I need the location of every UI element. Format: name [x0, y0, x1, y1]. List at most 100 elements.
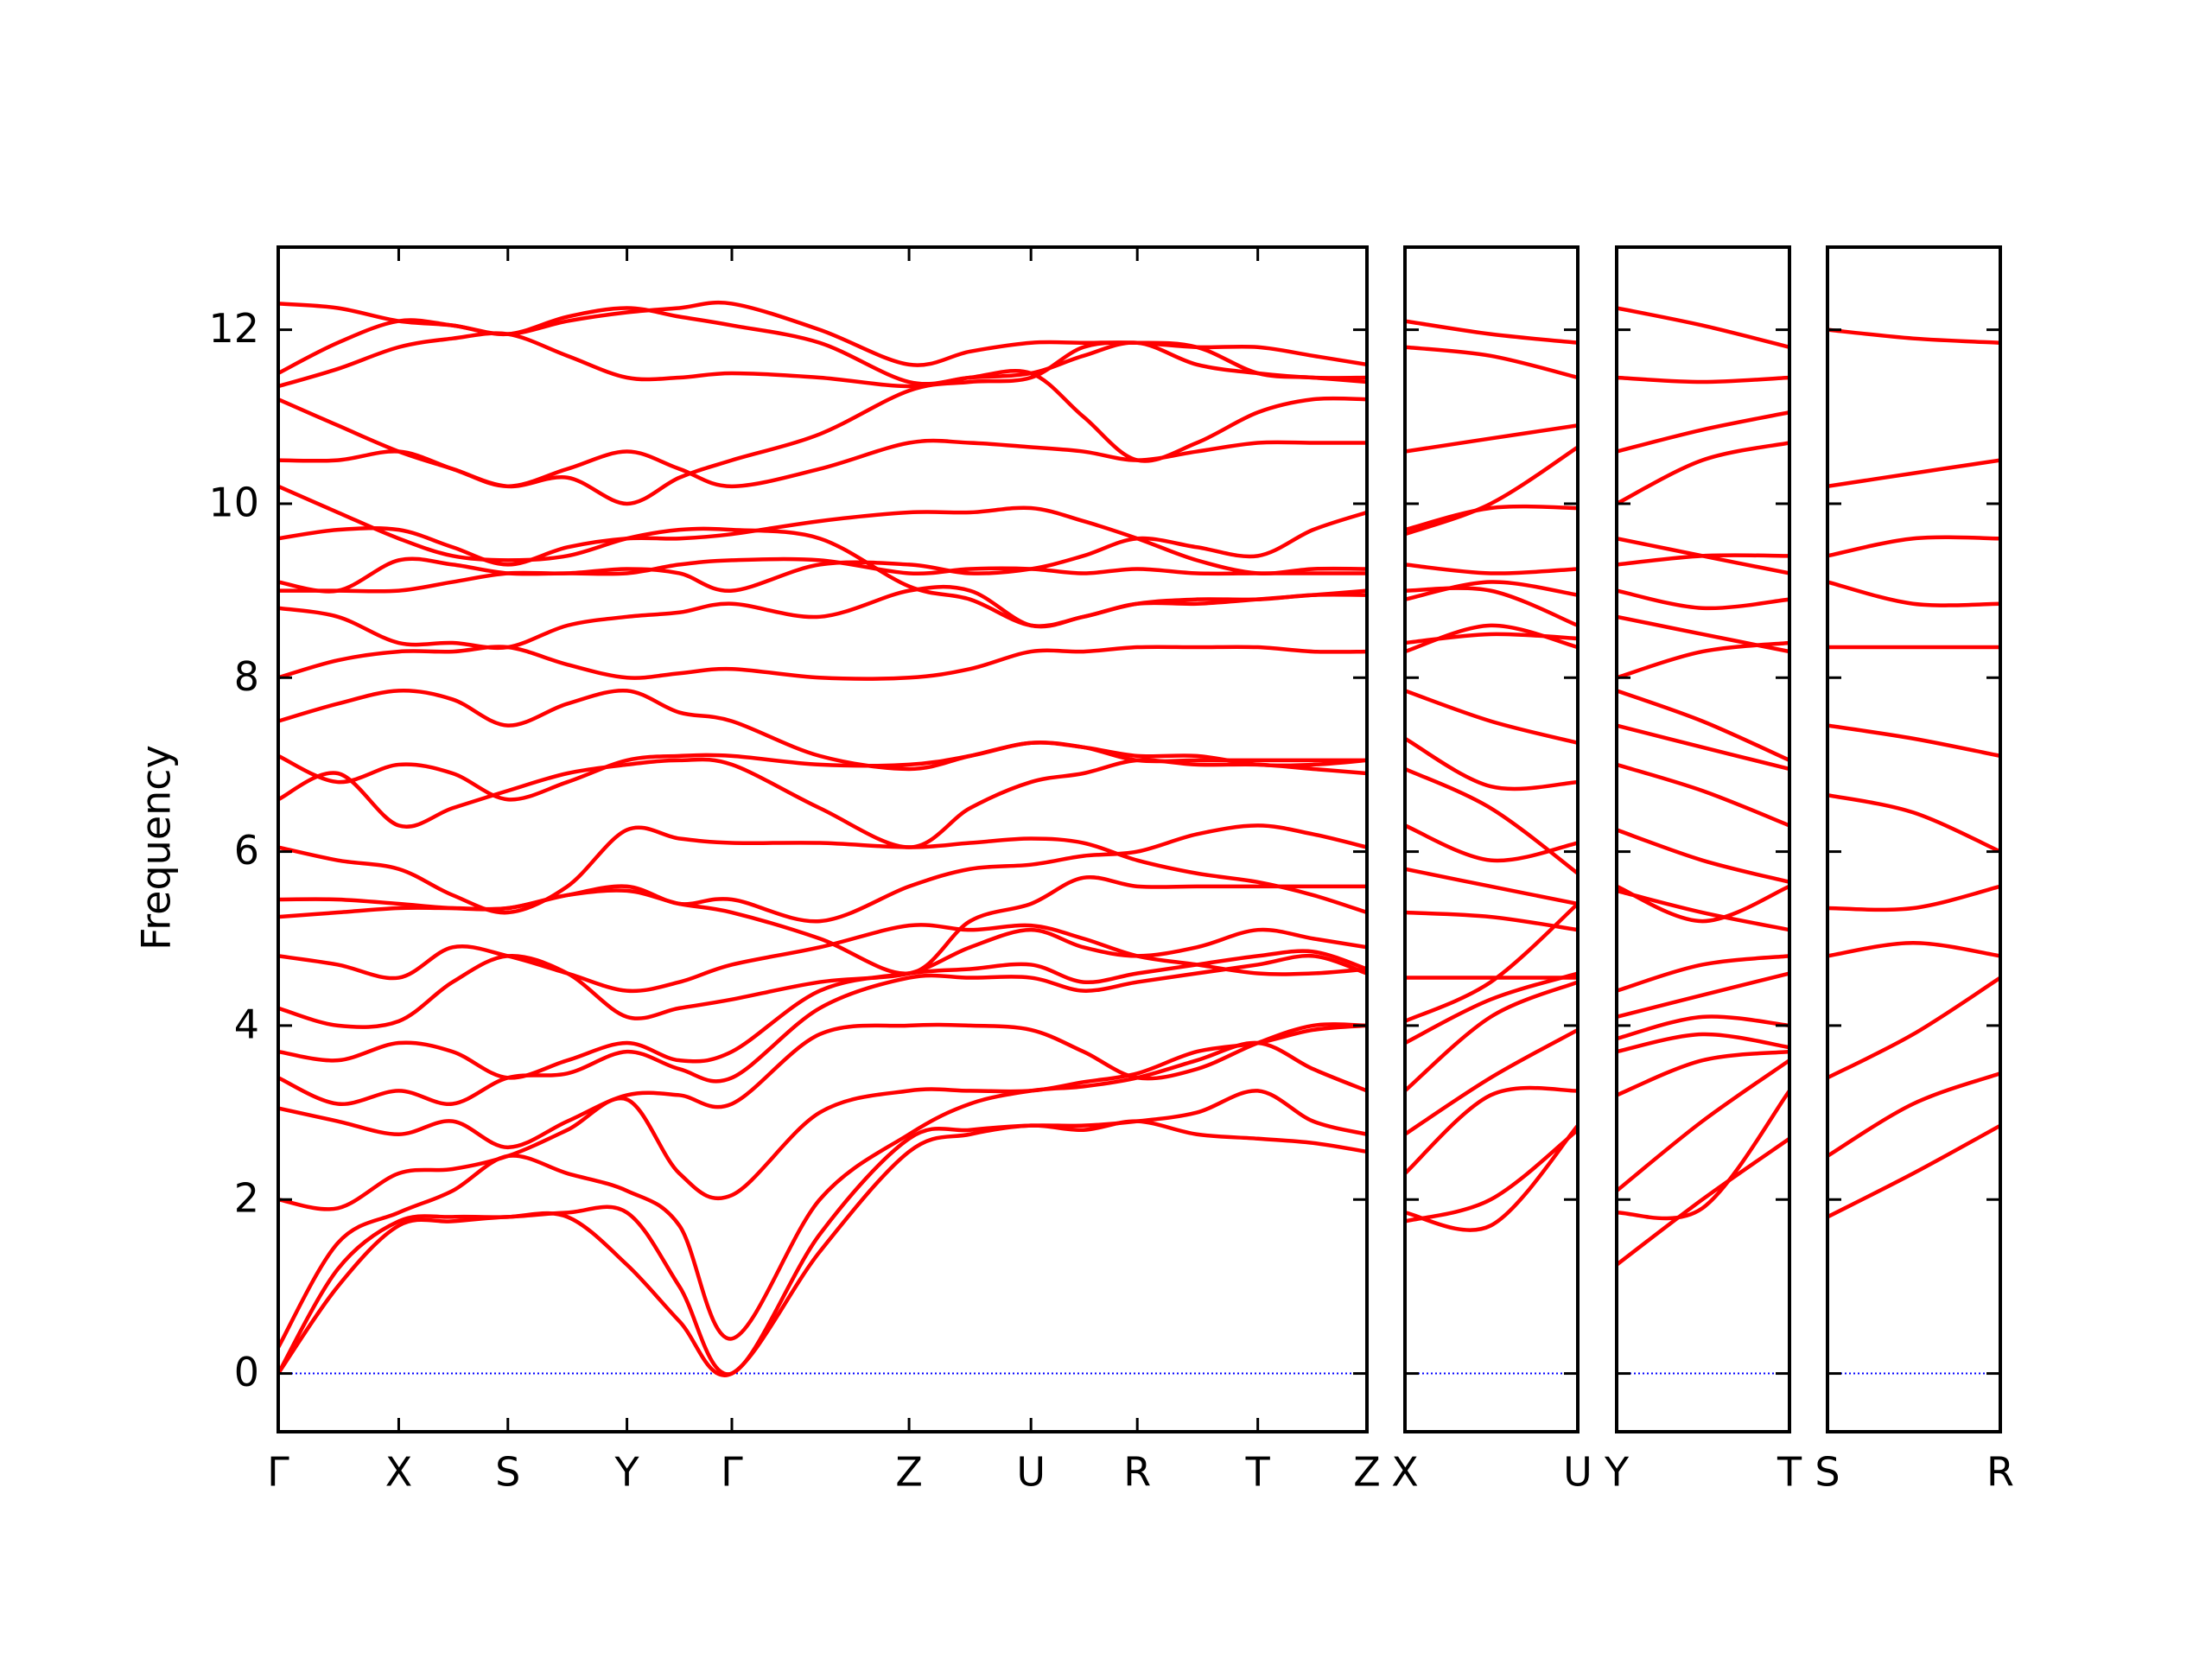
band-line	[1405, 345, 1578, 380]
band-line	[278, 1040, 1367, 1349]
band-line	[1617, 588, 1789, 611]
band-line	[1405, 736, 1578, 791]
band-line	[1617, 1136, 1789, 1267]
band-line	[278, 397, 1367, 489]
band-line	[1617, 1049, 1789, 1097]
band-line	[1617, 614, 1789, 654]
x-tick-label: Γ	[267, 1449, 289, 1496]
band-line	[278, 927, 1367, 1029]
y-axis-label: Frequency	[133, 745, 180, 950]
x-tick-label: T	[1245, 1449, 1271, 1496]
band-line	[278, 757, 1367, 849]
x-tick-label: Y	[1604, 1449, 1630, 1496]
band-line	[1827, 458, 2000, 489]
band-line	[1617, 1014, 1789, 1041]
band-line	[1405, 867, 1578, 906]
band-line	[1827, 792, 2000, 854]
band-line	[1405, 902, 1578, 1023]
band-line	[1617, 762, 1789, 828]
band-line	[1617, 954, 1789, 993]
band-line	[278, 1023, 1367, 1211]
band-line	[1405, 623, 1578, 654]
band-line	[1827, 535, 2000, 558]
band-line	[278, 331, 1367, 463]
band-line	[1617, 410, 1789, 454]
y-tick-label: 2	[234, 1175, 259, 1222]
band-line	[1827, 327, 2000, 345]
band-line	[1827, 884, 2000, 912]
y-tick-label: 12	[208, 305, 259, 352]
band-line	[278, 302, 1367, 386]
y-tick-label: 0	[234, 1349, 259, 1395]
band-line	[1617, 723, 1789, 772]
band-line	[1405, 504, 1578, 532]
band-line	[278, 953, 1367, 1106]
bands	[1405, 319, 1578, 1232]
band-line	[1617, 1090, 1789, 1221]
band-line	[278, 484, 1367, 628]
band-line	[1405, 766, 1578, 875]
band-line	[1405, 1124, 1578, 1232]
band-line	[1617, 640, 1789, 680]
band-line	[278, 556, 1367, 594]
bands	[1827, 327, 2000, 1219]
band-line	[1827, 1071, 2000, 1158]
band-line	[1405, 689, 1578, 745]
band-line	[1617, 828, 1789, 885]
x-tick-label: X	[1391, 1449, 1419, 1496]
band-line	[1405, 1085, 1578, 1175]
x-tick-label: S	[495, 1449, 520, 1496]
x-tick-label: Z	[895, 1449, 923, 1496]
y-tick-label: 6	[234, 827, 259, 874]
x-tick-label: T	[1777, 1449, 1802, 1496]
band-line	[1405, 423, 1578, 454]
band-line	[1617, 884, 1789, 924]
band-line	[1405, 563, 1578, 575]
x-tick-label: Z	[1353, 1449, 1381, 1496]
x-tick-label: R	[1123, 1449, 1151, 1496]
band-line	[1827, 941, 2000, 958]
bands	[1617, 306, 1789, 1267]
band-line	[1617, 689, 1789, 762]
band-line	[1405, 580, 1578, 601]
band-line	[278, 823, 1367, 924]
band-line	[278, 1119, 1367, 1377]
band-line	[1617, 375, 1789, 385]
band-line	[278, 741, 1367, 802]
band-line	[1617, 971, 1789, 1020]
band-line	[1405, 445, 1578, 537]
band-line	[278, 510, 1367, 594]
band-line	[1617, 441, 1789, 505]
band-line	[1617, 1058, 1789, 1192]
x-tick-label: Γ	[721, 1449, 743, 1496]
band-line	[278, 688, 1367, 772]
band-line	[1827, 723, 2000, 759]
y-tick-label: 4	[234, 1001, 259, 1047]
band-line	[1617, 1032, 1789, 1054]
band-line	[278, 825, 1367, 915]
band-line	[1405, 586, 1578, 627]
band-line	[1405, 823, 1578, 863]
panel-frame	[1826, 245, 2002, 1433]
panel-frame	[1615, 245, 1791, 1433]
band-line	[1827, 1123, 2000, 1219]
y-tick-label: 10	[208, 479, 259, 525]
band-line	[1405, 910, 1578, 932]
band-line	[1405, 980, 1578, 1093]
x-tick-label: U	[1563, 1449, 1592, 1496]
x-tick-label: S	[1815, 1449, 1840, 1496]
x-tick-label: R	[1986, 1449, 2014, 1496]
band-line	[1617, 306, 1789, 349]
bands	[278, 300, 1367, 1377]
band-line	[278, 1089, 1367, 1376]
band-line	[1617, 537, 1789, 575]
band-line	[1405, 1128, 1578, 1224]
x-tick-label: X	[385, 1449, 413, 1496]
panel-frame	[276, 245, 1369, 1433]
x-tick-label: Y	[614, 1449, 640, 1496]
band-line	[1617, 888, 1789, 932]
band-line	[1405, 1027, 1578, 1136]
